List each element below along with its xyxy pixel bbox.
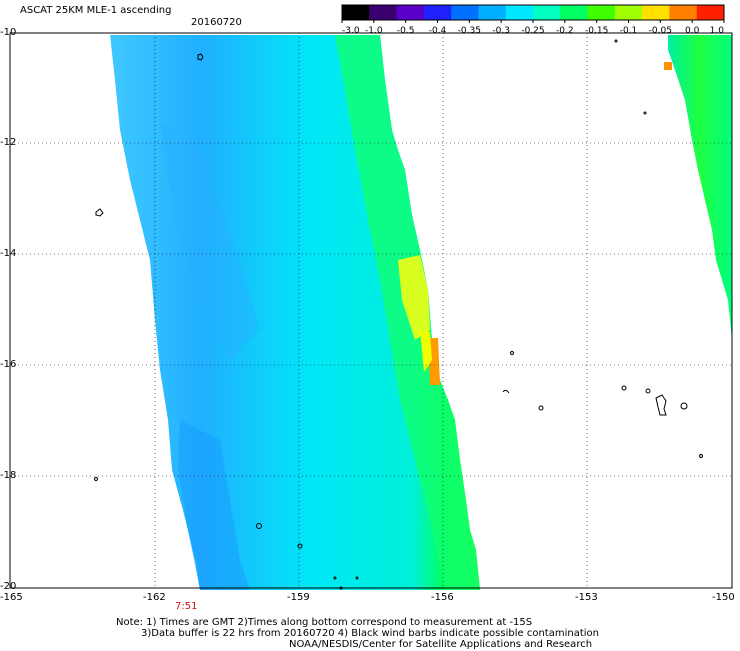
colorbar-tick-label: -0.5	[397, 26, 415, 36]
colorbar-swatch	[342, 5, 370, 20]
colorbar-tick-label: -0.35	[458, 26, 481, 36]
lon-tick-label: -165	[0, 592, 23, 603]
colorbar-tick-label: -0.15	[585, 26, 608, 36]
colorbar-swatch	[396, 5, 425, 20]
lat-tick-label: -10	[0, 27, 17, 38]
colorbar-swatch	[478, 5, 507, 20]
colorbar-tick-label: -0.3	[492, 26, 510, 36]
swath-yellow-patch	[398, 255, 430, 340]
colorbar-swatch	[533, 5, 561, 20]
chart-date: 20160720	[191, 17, 242, 28]
lon-tick-label: -162	[143, 592, 166, 603]
time-label: 7:51	[175, 601, 198, 612]
colorbar-swatch	[423, 5, 452, 20]
swath-yellow-patch-2	[420, 330, 432, 372]
lat-tick-label: -18	[0, 470, 17, 481]
lon-tick-label: -156	[431, 592, 454, 603]
colorbar-tick-label: -0.25	[521, 26, 544, 36]
colorbar-tick-label: -0.2	[556, 26, 574, 36]
lat-tick-label: -16	[0, 359, 17, 370]
colorbar-tick-label: -0.4	[429, 26, 447, 36]
colorbar-swatch	[505, 5, 534, 20]
colorbar-swatch	[587, 5, 616, 20]
lon-tick-label: -153	[575, 592, 598, 603]
lat-tick-label: -14	[0, 248, 17, 259]
lat-tick-label: -20	[0, 581, 17, 592]
colorbar-tick-label: 0.0	[685, 26, 700, 36]
swath-right	[668, 35, 732, 340]
note-line-1: Note: 1) Times are GMT 2)Times along bot…	[116, 617, 533, 628]
colorbar: -3.0 -1.0 -0.5 -0.4 -0.35 -0.3 -0.25 -0.2 -0.15 -…	[341, 4, 725, 36]
swath-blue-streak	[178, 420, 250, 590]
colorbar-swatch	[451, 5, 479, 20]
colorbar-tick-label: -0.1	[620, 26, 638, 36]
colorbar-swatch	[369, 5, 398, 20]
colorbar-swatch	[560, 5, 589, 20]
lat-tick-label: -12	[0, 137, 17, 148]
note-line-3: NOAA/NESDIS/Center for Satellite Applica…	[289, 639, 593, 650]
graticule	[10, 33, 732, 588]
plot-frame	[9, 32, 733, 589]
colorbar-tick-label: -0.05	[649, 26, 672, 36]
colorbar-tick-label: 1.0	[710, 26, 725, 36]
colorbar-swatch	[696, 5, 725, 20]
colorbar-tick-label: -3.0	[342, 26, 360, 36]
swath-right-orange	[664, 62, 672, 70]
colorbar-tick-label: -1.0	[365, 26, 383, 36]
colorbar-swatch	[642, 5, 670, 20]
note-line-2: 3)Data buffer is 22 hrs from 20160720 4)…	[141, 628, 599, 639]
lon-tick-label: -159	[287, 592, 310, 603]
chart-title: ASCAT 25KM MLE-1 ascending	[20, 5, 172, 16]
swath-blue-streak-2	[160, 120, 260, 360]
colorbar-swatch	[669, 5, 698, 20]
lon-tick-label: -150	[712, 592, 735, 603]
colorbar-swatch	[614, 5, 643, 20]
